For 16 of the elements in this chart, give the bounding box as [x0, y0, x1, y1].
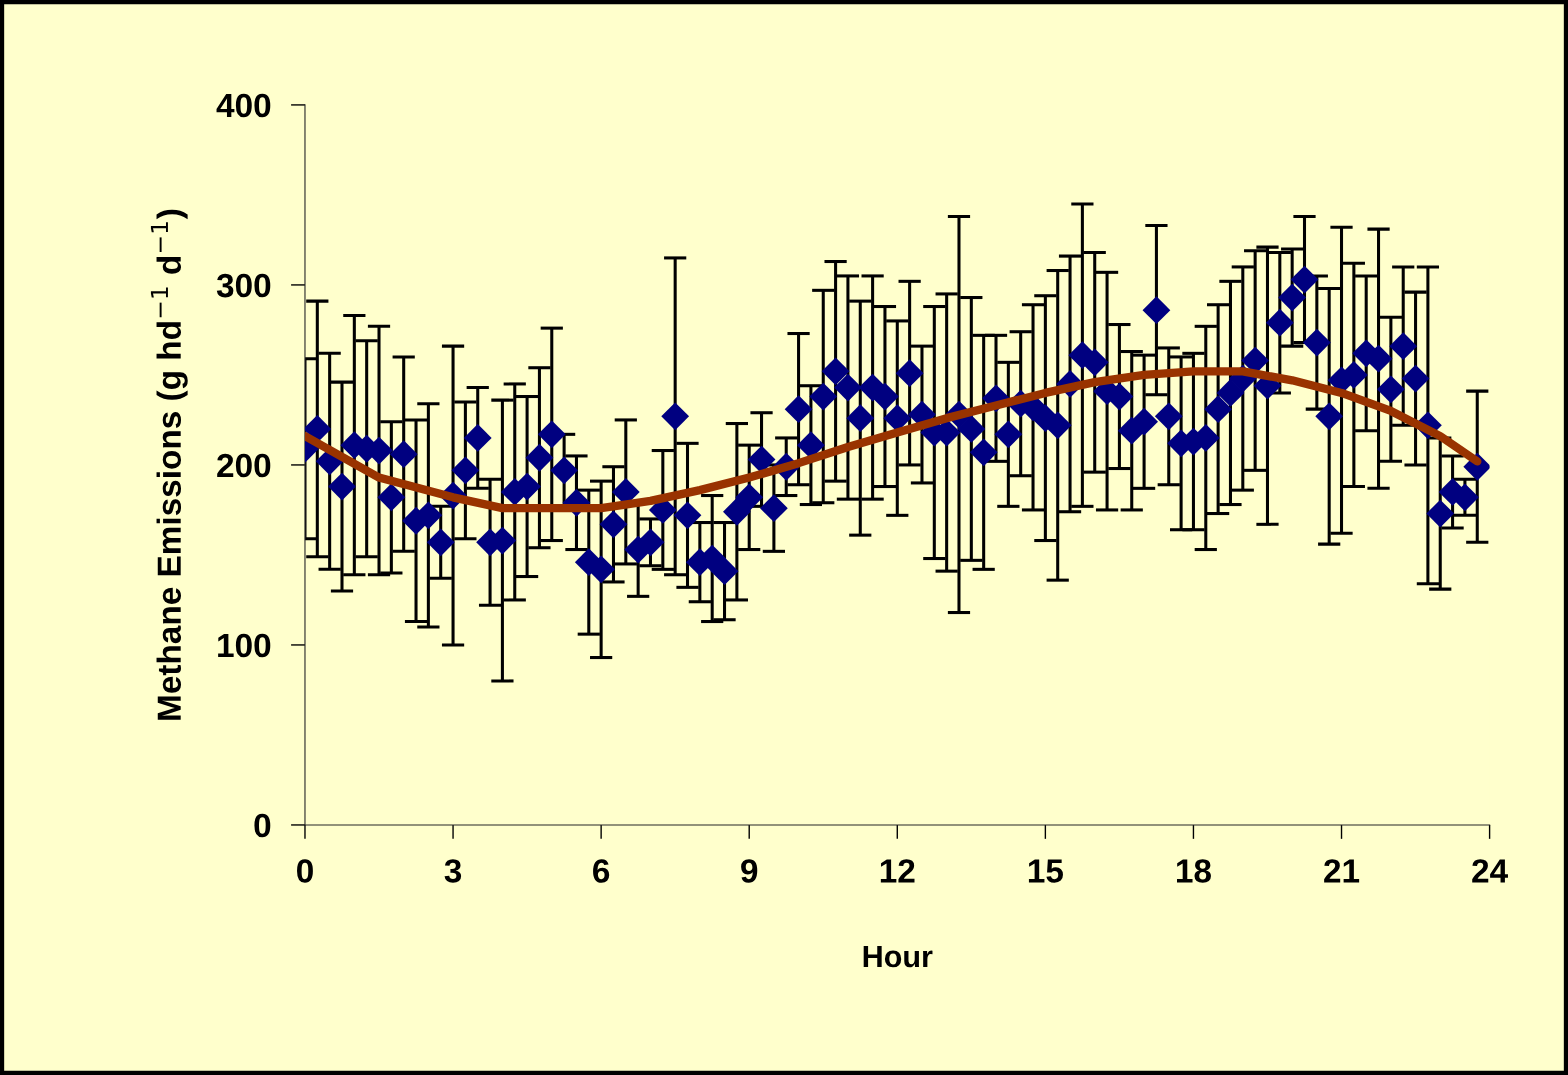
x-tick-label: 21: [1324, 859, 1360, 883]
y-tick-label: 0: [254, 813, 271, 838]
x-tick-label: 3: [444, 859, 462, 883]
y-tick-label: 100: [218, 633, 271, 658]
y-tick-label: 200: [217, 453, 271, 478]
y-axis-title: Methane Emissions (g hd$^{−1}$ d$^{−1}$): [150, 209, 188, 720]
x-tick-label: 24: [1472, 859, 1508, 883]
x-axis-title: Hour: [863, 946, 933, 968]
x-tick-label: 15: [1028, 859, 1063, 883]
x-tick-label: 9: [741, 859, 758, 883]
x-tick-label: 0: [297, 859, 313, 883]
x-tick-label: 6: [593, 859, 610, 883]
x-tick-label: 18: [1177, 859, 1211, 883]
y-tick-label: 300: [216, 273, 271, 298]
x-tick-label: 12: [880, 859, 915, 883]
y-tick-label: 400: [216, 93, 271, 118]
